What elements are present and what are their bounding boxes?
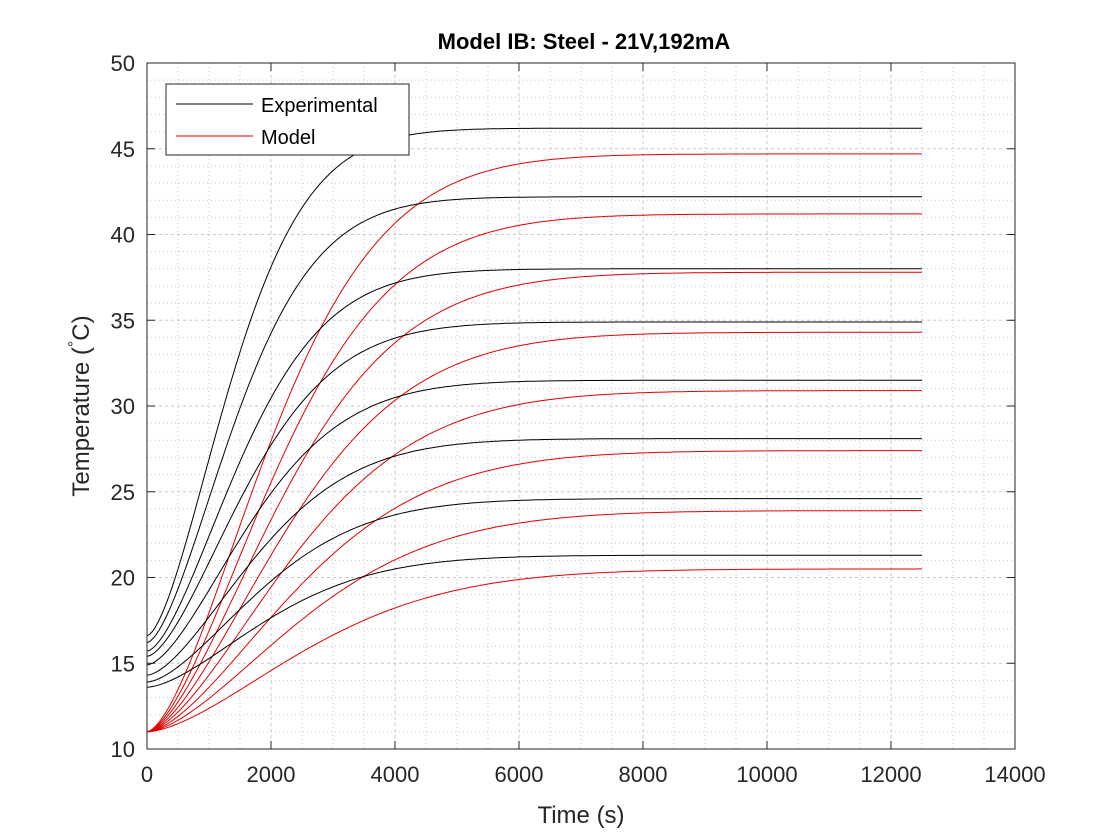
y-tick-label: 30 xyxy=(111,394,135,419)
legend-label-experimental: Experimental xyxy=(261,95,378,117)
model-series-line-5 xyxy=(146,390,922,733)
experimental-series-line-1 xyxy=(146,127,922,637)
experimental-series-line-3 xyxy=(146,268,922,652)
y-axis-label-unit: C) xyxy=(68,315,95,340)
x-tick-label: 4000 xyxy=(371,762,420,787)
y-tick-label: 15 xyxy=(111,651,135,676)
legend-label-model: Model xyxy=(261,127,315,149)
model-series-line-7 xyxy=(146,510,922,733)
y-tick-label: 10 xyxy=(111,737,135,762)
y-axis-label: Temperature (°C) xyxy=(66,315,95,496)
x-axis-label: Time (s) xyxy=(537,802,624,829)
x-tick-label: 0 xyxy=(141,762,153,787)
model-series-line-1 xyxy=(146,153,922,733)
y-tick-label: 40 xyxy=(111,223,135,248)
x-tick-label: 6000 xyxy=(495,762,544,787)
plot-curves xyxy=(146,127,922,733)
y-tick-label: 50 xyxy=(111,51,135,76)
y-axis-label-degree: ° xyxy=(66,341,83,347)
y-axis-label-text: Temperature ( xyxy=(68,347,95,496)
x-tick-label: 2000 xyxy=(247,762,296,787)
model-series-line-3 xyxy=(146,271,922,733)
experimental-series-line-2 xyxy=(146,196,922,644)
chart-title: Model IB: Steel - 21V,192mA xyxy=(438,29,731,54)
legend-box xyxy=(165,83,410,156)
model-series-line-6 xyxy=(146,450,922,733)
axis-ticks: 0 2000 4000 6000 8000 10000 12000 14000 10 15 20 25… xyxy=(111,51,1046,787)
legend: Experimental Model xyxy=(165,83,410,156)
model-series-line-4 xyxy=(146,331,922,733)
experimental-series-line-4 xyxy=(146,321,922,657)
grid xyxy=(146,62,1016,750)
y-tick-label: 45 xyxy=(111,137,135,162)
experimental-series-line-8 xyxy=(146,554,922,688)
x-tick-label: 8000 xyxy=(619,762,668,787)
experimental-series-line-6 xyxy=(146,438,922,676)
y-tick-label: 25 xyxy=(111,480,135,505)
y-tick-label: 20 xyxy=(111,566,135,591)
experimental-series-line-5 xyxy=(146,379,922,666)
x-tick-label: 12000 xyxy=(860,762,921,787)
model-series-line-2 xyxy=(146,213,922,733)
model-series-line-8 xyxy=(146,568,922,733)
x-tick-label: 10000 xyxy=(736,762,797,787)
y-tick-label: 35 xyxy=(111,308,135,333)
x-tick-label: 14000 xyxy=(984,762,1045,787)
experimental-series-line-7 xyxy=(146,498,922,683)
